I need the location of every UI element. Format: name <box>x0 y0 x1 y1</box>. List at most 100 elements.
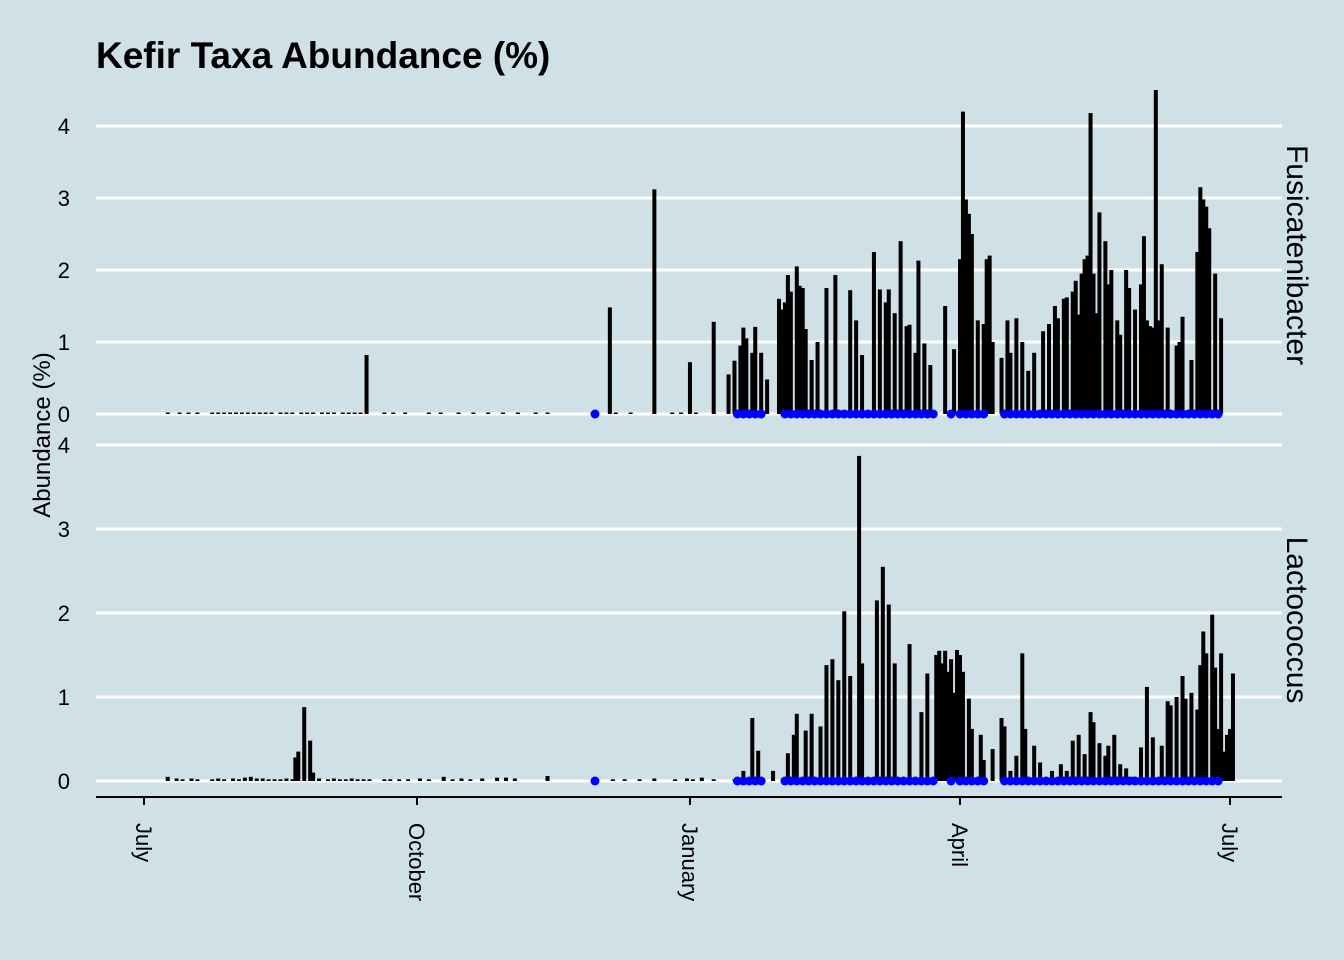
bar <box>254 778 259 781</box>
bar <box>426 412 431 414</box>
bar <box>1032 745 1037 781</box>
bar <box>969 728 974 781</box>
bar <box>406 779 411 781</box>
bar <box>797 285 802 414</box>
bar <box>441 776 446 781</box>
bar <box>361 779 366 781</box>
bar <box>975 320 980 414</box>
bar <box>165 412 170 414</box>
bar <box>299 412 304 414</box>
bar <box>960 111 965 414</box>
bar <box>1118 334 1123 414</box>
y-tick-label: 3 <box>58 517 70 542</box>
bar <box>750 718 755 781</box>
bar <box>1115 320 1120 414</box>
bar <box>210 412 215 414</box>
bar <box>886 604 891 781</box>
bar <box>438 412 443 414</box>
bar <box>1210 614 1215 781</box>
bar <box>1219 653 1224 781</box>
bar <box>1079 273 1084 414</box>
bar <box>284 778 289 781</box>
bar <box>1008 770 1013 781</box>
bar <box>1159 745 1164 781</box>
point-marker <box>928 409 938 419</box>
bar <box>239 412 244 414</box>
bar <box>652 778 657 781</box>
bar <box>1085 255 1090 414</box>
bar <box>1127 288 1132 414</box>
bar <box>545 775 550 781</box>
bar <box>732 360 737 414</box>
bar <box>1144 686 1149 781</box>
bar <box>833 275 838 414</box>
bar <box>711 321 716 414</box>
facet-strip-label: Lactococcus <box>1280 537 1313 704</box>
bar <box>987 255 992 414</box>
bar <box>934 655 939 781</box>
bar <box>1106 284 1111 414</box>
bar <box>1189 360 1194 414</box>
point-marker <box>590 776 600 786</box>
bar <box>1094 313 1099 414</box>
bar <box>877 289 882 414</box>
bar <box>1073 280 1078 414</box>
bar <box>1219 318 1224 414</box>
bar <box>613 412 618 414</box>
bar <box>1103 241 1108 414</box>
bar <box>248 776 253 781</box>
bar <box>892 663 897 781</box>
bar <box>637 779 642 781</box>
bar <box>397 779 402 781</box>
bar <box>1112 734 1117 781</box>
bar <box>495 777 500 781</box>
bar <box>1020 653 1025 781</box>
bar <box>886 289 891 414</box>
bar <box>1138 284 1143 414</box>
bar <box>1144 320 1149 414</box>
bar <box>456 412 461 414</box>
bar <box>337 779 342 781</box>
bar <box>1032 352 1037 414</box>
y-tick-label: 2 <box>58 601 70 626</box>
bar <box>952 349 957 414</box>
bar <box>504 777 508 781</box>
bar <box>848 290 853 414</box>
bar <box>382 412 387 414</box>
bar <box>1070 291 1075 414</box>
bar <box>260 778 265 781</box>
bar <box>741 770 746 781</box>
bar <box>302 707 307 781</box>
x-tick-label: July <box>1217 823 1242 862</box>
point-marker <box>756 409 766 419</box>
bar <box>928 365 933 414</box>
bar <box>955 649 960 781</box>
bar <box>278 412 283 414</box>
bar <box>349 778 354 781</box>
bar <box>913 352 918 414</box>
bar <box>836 680 841 781</box>
bar <box>311 772 316 781</box>
bar <box>670 412 675 414</box>
bar <box>486 412 491 414</box>
bar <box>1097 212 1102 414</box>
bar <box>759 352 764 414</box>
bar <box>1225 734 1230 781</box>
bar <box>1076 734 1081 781</box>
bar <box>251 412 256 414</box>
bar <box>1230 673 1235 781</box>
bar <box>854 320 859 414</box>
bar <box>228 412 233 414</box>
bar <box>952 692 957 781</box>
bar <box>233 412 238 414</box>
bar <box>981 324 986 414</box>
bar <box>272 779 277 781</box>
bar <box>949 659 954 781</box>
bar <box>1076 314 1081 414</box>
bar <box>1201 631 1206 781</box>
bar <box>904 326 909 414</box>
bar <box>957 259 962 414</box>
bar <box>794 713 799 781</box>
bar <box>943 306 948 414</box>
